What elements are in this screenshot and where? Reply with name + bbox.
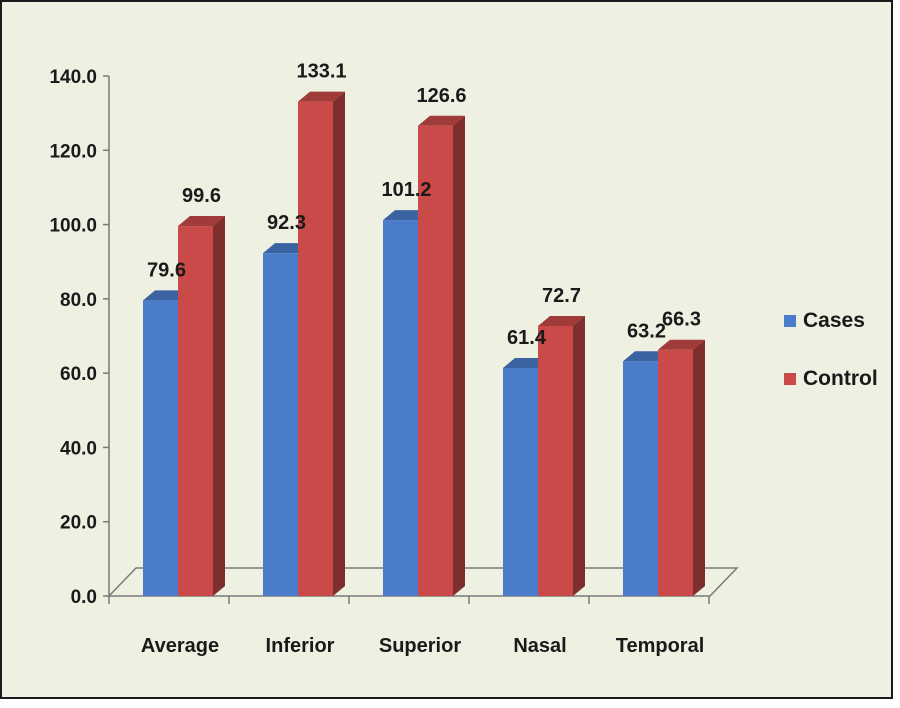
- data-label-cases: 101.2: [381, 179, 431, 201]
- y-tick-label: 20.0: [60, 513, 97, 534]
- legend-label-control: Control: [803, 367, 878, 390]
- bar-control-inferior: [298, 91, 345, 596]
- legend-label-cases: Cases: [803, 309, 865, 332]
- y-tick-label: 80.0: [60, 290, 97, 311]
- y-tick-label: 100.0: [49, 216, 97, 237]
- data-label-cases: 79.6: [147, 259, 186, 281]
- data-label-control: 66.3: [662, 309, 701, 331]
- x-category-label: Inferior: [266, 635, 335, 657]
- x-category-label: Nasal: [513, 635, 566, 657]
- x-category-label: Temporal: [616, 635, 705, 657]
- bar-control-average: [178, 216, 225, 597]
- chart-bars: [143, 91, 705, 597]
- bar-chart: 0.0 20.0 40.0 60.0 80.0 100.0 120.0 140.0 Averag…: [49, 61, 878, 657]
- data-label-control: 99.6: [182, 185, 221, 207]
- y-tick-label: 120.0: [49, 141, 97, 162]
- bar-control-superior: [418, 115, 465, 597]
- y-tick-label: 40.0: [60, 438, 97, 459]
- y-tick-label: 0.0: [71, 587, 97, 608]
- data-label-cases: 61.4: [507, 327, 547, 349]
- chart-axes: 0.0 20.0 40.0 60.0 80.0 100.0 120.0 140.0 Averag…: [49, 67, 710, 657]
- data-label-control: 126.6: [416, 85, 466, 107]
- data-label-control: 72.7: [542, 285, 581, 307]
- y-tick-label: 140.0: [49, 67, 97, 88]
- chart-legend: Cases Control: [784, 309, 878, 390]
- bar-control-temporal: [658, 339, 705, 596]
- x-category-label: Average: [141, 635, 219, 657]
- y-tick-label: 60.0: [60, 364, 97, 385]
- chart-data-labels: 79.6 92.3 101.2 61.4 63.2 99.6 133.1 126.6 72.7 6…: [147, 61, 701, 349]
- legend-swatch-cases: [784, 315, 796, 327]
- bar-control-nasal: [538, 315, 585, 596]
- data-label-cases: 63.2: [627, 320, 666, 342]
- x-category-label: Superior: [379, 635, 461, 657]
- data-label-cases: 92.3: [267, 212, 306, 234]
- legend-swatch-control: [784, 373, 796, 385]
- data-label-control: 133.1: [296, 61, 346, 83]
- chart-frame: 0.0 20.0 40.0 60.0 80.0 100.0 120.0 140.0 Averag…: [0, 0, 893, 699]
